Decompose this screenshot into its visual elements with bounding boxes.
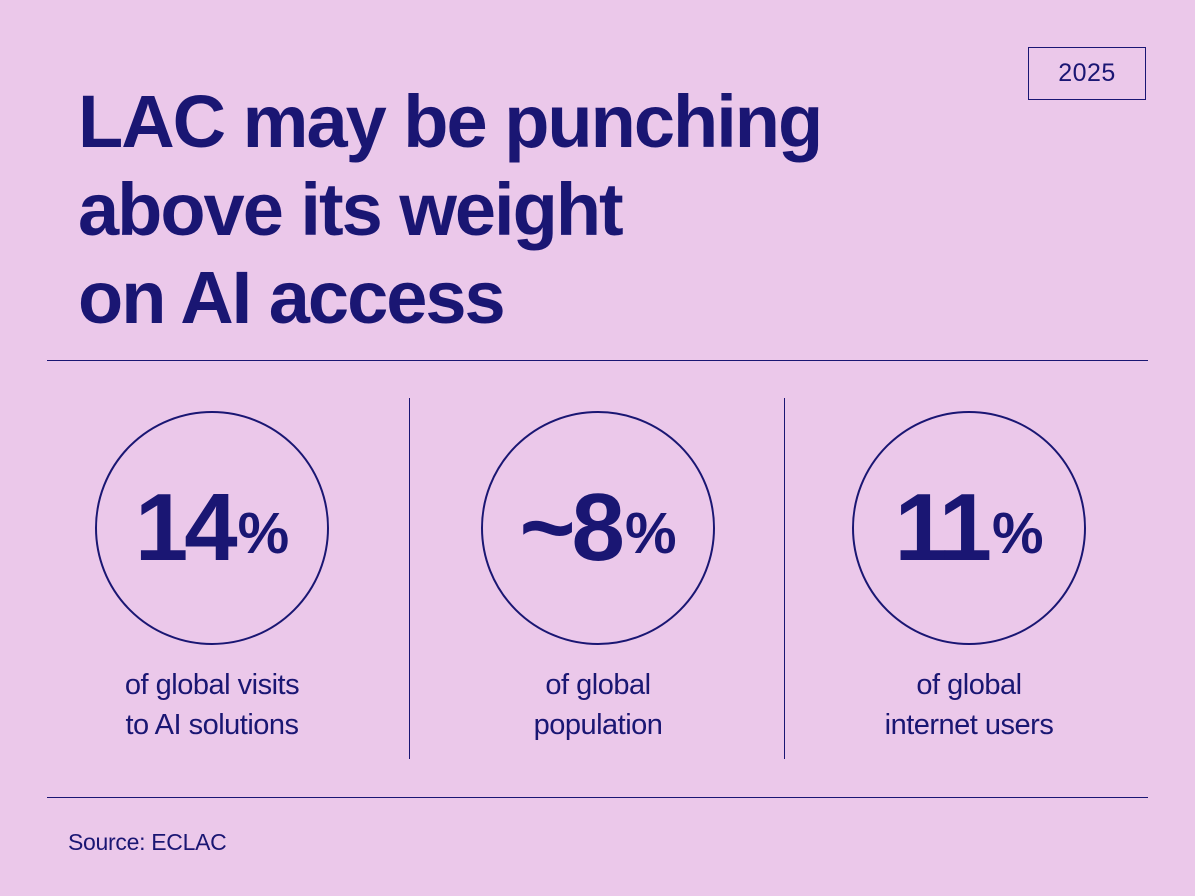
stat-unit: % bbox=[237, 501, 290, 566]
stat-description-line: of global bbox=[545, 669, 651, 701]
stat-unit: % bbox=[991, 501, 1044, 566]
page-title: LAC may be punching above its weight on … bbox=[78, 78, 823, 342]
year-badge: 2025 bbox=[1028, 47, 1146, 100]
top-divider bbox=[47, 360, 1148, 361]
stat-description-line: population bbox=[533, 709, 663, 741]
stat-description: of global internet users bbox=[819, 665, 1119, 745]
bottom-divider bbox=[47, 797, 1148, 798]
title-line-3: on AI access bbox=[78, 256, 506, 339]
column-divider-1 bbox=[409, 398, 410, 759]
stat-ai-visits: 14% of global visits to AI solutions bbox=[62, 411, 362, 745]
stat-circle: ~8% bbox=[481, 411, 715, 645]
title-line-2: above its weight bbox=[78, 168, 624, 251]
stat-description-line: of global bbox=[916, 669, 1022, 701]
stat-internet-users: 11% of global internet users bbox=[819, 411, 1119, 745]
stat-circle: 14% bbox=[95, 411, 329, 645]
column-divider-2 bbox=[784, 398, 785, 759]
stat-circle: 11% bbox=[852, 411, 1086, 645]
stat-description-line: of global visits bbox=[124, 669, 300, 701]
stat-unit: % bbox=[624, 501, 677, 566]
stat-description: of global population bbox=[448, 665, 748, 745]
stat-description: of global visits to AI solutions bbox=[62, 665, 362, 745]
title-line-1: LAC may be punching bbox=[78, 80, 823, 163]
stat-population: ~8% of global population bbox=[448, 411, 748, 745]
source-note: Source: ECLAC bbox=[68, 829, 227, 855]
stat-value: 11 bbox=[894, 474, 992, 581]
stat-value: ~8 bbox=[519, 474, 624, 581]
stat-description-line: internet users bbox=[884, 709, 1054, 741]
stat-description-line: to AI solutions bbox=[125, 709, 299, 741]
stat-value: 14 bbox=[134, 474, 238, 581]
